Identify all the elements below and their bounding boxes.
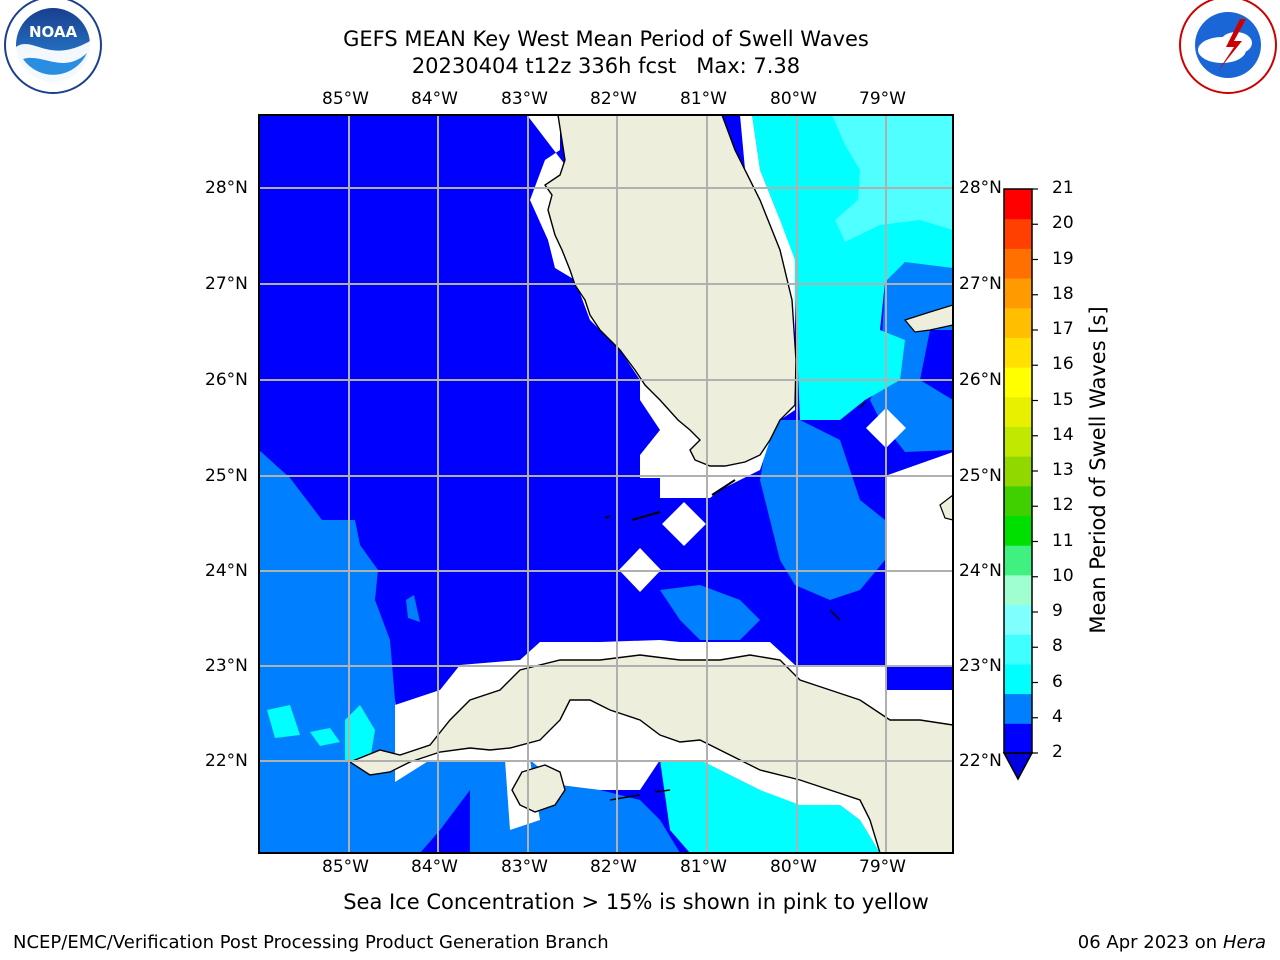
colorbar-tick-label: 6 — [1052, 671, 1063, 692]
footer-date-text: 06 Apr 2023 on — [1077, 932, 1223, 953]
colorbar-tick-label: 13 — [1052, 460, 1074, 480]
noaa-wordmark: NOAA — [29, 23, 78, 41]
colorbar-segment — [1004, 426, 1032, 457]
lat-label-left-27n: 27°N — [205, 274, 248, 294]
colorbar-segment — [1004, 604, 1032, 635]
swell-band-4-6-patch — [406, 595, 420, 622]
keys-islands-2 — [609, 401, 866, 801]
lat-label-left-26n: 26°N — [205, 370, 248, 390]
lon-label-top-81w: 81°W — [680, 89, 727, 109]
colorbar-segment — [1004, 367, 1032, 398]
lon-label-top-84w: 84°W — [411, 89, 458, 109]
colorbar — [1002, 188, 1038, 781]
colorbar-segment — [1004, 307, 1032, 338]
swell-band-8-9-atlantic — [832, 115, 953, 242]
mask-keys-diamond-1 — [662, 502, 706, 546]
colorbar-segment — [1004, 574, 1032, 606]
colorbar-segment — [1004, 663, 1032, 695]
lon-label-bottom-82w: 82°W — [590, 857, 637, 877]
lon-label-bottom-85w: 85°W — [322, 857, 369, 877]
colorbar-segment — [1004, 189, 1032, 220]
lat-label-right-22n: 22°N — [959, 751, 1002, 771]
noaa-logo-icon: NOAA — [4, 0, 102, 94]
colorbar-tick-label: 19 — [1052, 248, 1074, 269]
lat-label-left-22n: 22°N — [205, 751, 248, 771]
lat-label-right-24n: 24°N — [959, 561, 1002, 581]
lon-label-top-80w: 80°W — [770, 89, 817, 109]
colorbar-tick-label: 12 — [1052, 495, 1074, 516]
land-bahamas-small — [939, 494, 953, 521]
colorbar-tick-label: 14 — [1052, 424, 1074, 445]
lon-label-top-79w: 79°W — [859, 89, 906, 109]
colorbar-tick-label: 15 — [1052, 389, 1074, 410]
land-isla-juventud — [511, 764, 566, 813]
colorbar-segment — [1004, 723, 1032, 754]
colorbar-segment — [1004, 634, 1032, 665]
colorbar-segment — [1004, 693, 1032, 724]
footer-date: 06 Apr 2023 on Hera — [1078, 932, 1266, 953]
lon-label-bottom-81w: 81°W — [680, 857, 727, 877]
colorbar-tick-label: 21 — [1052, 178, 1074, 198]
lon-label-bottom-83w: 83°W — [501, 857, 548, 877]
lat-label-left-24n: 24°N — [205, 561, 248, 581]
map-frame — [258, 114, 954, 854]
colorbar-segment — [1004, 248, 1032, 279]
mask-bahamas — [885, 452, 953, 665]
lat-label-right-27n: 27°N — [959, 274, 1002, 294]
colorbar-segment — [1004, 337, 1032, 368]
keys-islands — [604, 479, 736, 521]
colorbar-tick-label: 20 — [1052, 213, 1074, 234]
swell-band-6-8-west-patch — [267, 705, 300, 738]
lat-label-left-25n: 25°N — [205, 466, 248, 486]
colorbar-segment — [1004, 396, 1032, 427]
swell-band-6-8-patch3 — [310, 728, 340, 746]
lon-label-top-83w: 83°W — [501, 89, 548, 109]
lat-label-right-28n: 28°N — [959, 178, 1002, 198]
lat-label-right-26n: 26°N — [959, 370, 1002, 390]
colorbar-label: Mean Period of Swell Waves [s] — [1086, 306, 1110, 634]
graticule — [259, 115, 953, 853]
lon-label-bottom-79w: 79°W — [859, 857, 906, 877]
swell-band-4-6-mid — [660, 585, 760, 640]
colorbar-segment — [1004, 545, 1032, 576]
colorbar-tick-label: 10 — [1052, 565, 1074, 586]
colorbar-segment — [1004, 456, 1032, 487]
nws-logo-icon — [1179, 0, 1277, 94]
lat-label-left-28n: 28°N — [205, 178, 248, 198]
colorbar-tick-label: 11 — [1052, 530, 1074, 551]
footer-credit: NCEP/EMC/Verification Post Processing Pr… — [13, 932, 609, 953]
sea-ice-note-text: Sea Ice Concentration > 15% is shown in … — [343, 890, 929, 914]
chart-subtitle: 20230404 t12z 336h fcst Max: 7.38 — [411, 54, 801, 78]
chart-title: GEFS MEAN Key West Mean Period of Swell … — [343, 27, 869, 51]
swell-band-4-6-ne — [870, 262, 953, 452]
colorbar-segment — [1004, 485, 1032, 517]
lon-label-bottom-80w: 80°W — [770, 857, 817, 877]
colorbar-segment — [1004, 278, 1032, 309]
colorbar-tick-label: 4 — [1052, 706, 1063, 727]
sea-ice-note: Sea Ice Concentration > 15% is shown in … — [0, 890, 1280, 914]
land-bahamas-andros — [903, 304, 953, 333]
lon-label-top-85w: 85°W — [322, 89, 369, 109]
colorbar-tick-label: 2 — [1052, 742, 1063, 762]
lat-label-left-23n: 23°N — [205, 656, 248, 676]
lat-label-right-25n: 25°N — [959, 466, 1002, 486]
lat-label-right-23n: 23°N — [959, 656, 1002, 676]
colorbar-under-extend — [1002, 752, 1034, 781]
colorbar-tick-label: 8 — [1052, 636, 1063, 657]
swell-band-4-6-east — [760, 420, 885, 600]
swell-band-6-8-west-patch2 — [345, 705, 375, 762]
colorbar-tick-label: 17 — [1052, 319, 1074, 339]
colorbar-segment — [1004, 218, 1032, 249]
swell-band-6-8-caribbean — [660, 760, 880, 853]
lon-label-top-82w: 82°W — [590, 89, 637, 109]
map-field — [259, 115, 953, 853]
footer-host: Hera — [1222, 932, 1266, 953]
colorbar-tick-label: 9 — [1052, 601, 1063, 621]
colorbar-segment — [1004, 515, 1032, 546]
lon-label-bottom-84w: 84°W — [411, 857, 458, 877]
colorbar-tick-label: 16 — [1052, 354, 1074, 375]
colorbar-tick-label: 18 — [1052, 283, 1074, 304]
